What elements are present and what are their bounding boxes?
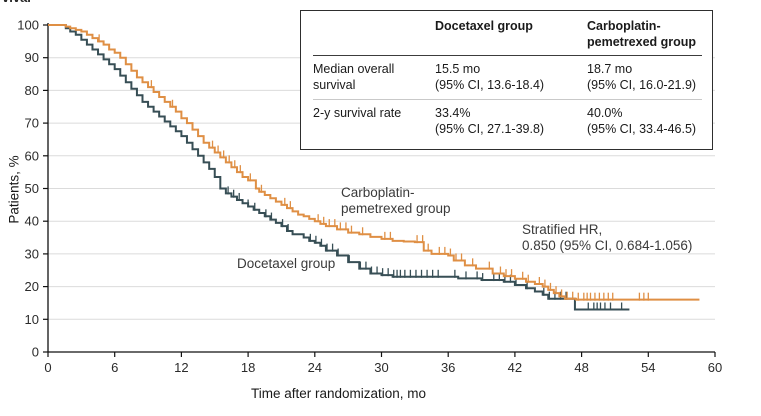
x-tick-label: 36 [441,360,455,375]
y-tick-label: 30 [25,246,39,261]
table-row-median-survival: Median overall survival 15.5 mo (95% CI,… [313,56,702,100]
x-tick-label: 54 [641,360,655,375]
header-empty-cell [313,18,431,50]
row-label: 2-y survival rate [313,106,402,120]
x-tick-label: 24 [308,360,322,375]
y-tick-label: 100 [17,18,39,33]
y-axis-title: Patients, % [6,155,22,224]
docetaxel-median-ci: (95% CI, 13.6-18.4) [435,78,545,92]
summary-table-header: Docetaxel group Carboplatin-pemetrexed g… [313,16,702,56]
carboplatin-median-value: 18.7 mo [587,62,633,76]
docetaxel-2y-cell: 33.4% (95% CI, 27.1-39.8) [435,105,583,137]
docetaxel-median-cell: 15.5 mo (95% CI, 13.6-18.4) [435,61,583,93]
x-tick-label: 0 [44,360,51,375]
carboplatin-median-ci: (95% CI, 16.0-21.9) [587,78,697,92]
y-tick-label: 50 [25,181,39,196]
table-row-2y-survival: 2-y survival rate 33.4% (95% CI, 27.1-39… [313,100,702,143]
y-tick-label: 90 [25,50,39,65]
y-tick-label: 0 [32,345,39,360]
docetaxel-median-value: 15.5 mo [435,62,481,76]
y-tick-label: 40 [25,214,39,229]
x-tick-label: 6 [111,360,118,375]
header-docetaxel: Docetaxel group [435,19,533,33]
x-tick-label: 48 [574,360,588,375]
x-tick-label: 60 [708,360,722,375]
x-tick-label: 18 [241,360,255,375]
x-axis-title: Time after randomization, mo [251,386,427,401]
docetaxel-2y-ci: (95% CI, 27.1-39.8) [435,122,545,136]
y-tick-label: 70 [25,116,39,131]
hazard-ratio-line1: Stratified HR, [522,222,603,237]
y-tick-label: 80 [25,83,39,98]
carboplatin-curve-label: Carboplatin-pemetrexed group [341,185,451,216]
hazard-ratio-line2: 0.850 (95% CI, 0.684-1.056) [522,238,693,253]
cropped-title-fragment: vival [2,0,62,6]
docetaxel-2y-value: 33.4% [435,106,471,120]
x-tick-label: 30 [374,360,388,375]
carboplatin-2y-ci: (95% CI, 33.4-46.5) [587,122,697,136]
y-tick-label: 20 [25,279,39,294]
y-tick-label: 60 [25,148,39,163]
hazard-ratio-note: Stratified HR, 0.850 (95% CI, 0.684-1.05… [522,222,692,254]
x-tick-label: 12 [174,360,188,375]
carboplatin-median-cell: 18.7 mo (95% CI, 16.0-21.9) [587,61,702,93]
carboplatin-2y-cell: 40.0% (95% CI, 33.4-46.5) [587,105,702,137]
header-carboplatin: Carboplatin-pemetrexed group [587,19,697,49]
carboplatin-2y-value: 40.0% [587,106,623,120]
y-tick-label: 10 [25,312,39,327]
survival-curve-carboplatin-pemetrexed-group [48,24,700,301]
x-tick-label: 42 [508,360,522,375]
summary-table: Docetaxel group Carboplatin-pemetrexed g… [300,10,713,150]
row-label: Median overall survival [313,62,395,92]
docetaxel-curve-label: Docetaxel group [237,256,336,271]
